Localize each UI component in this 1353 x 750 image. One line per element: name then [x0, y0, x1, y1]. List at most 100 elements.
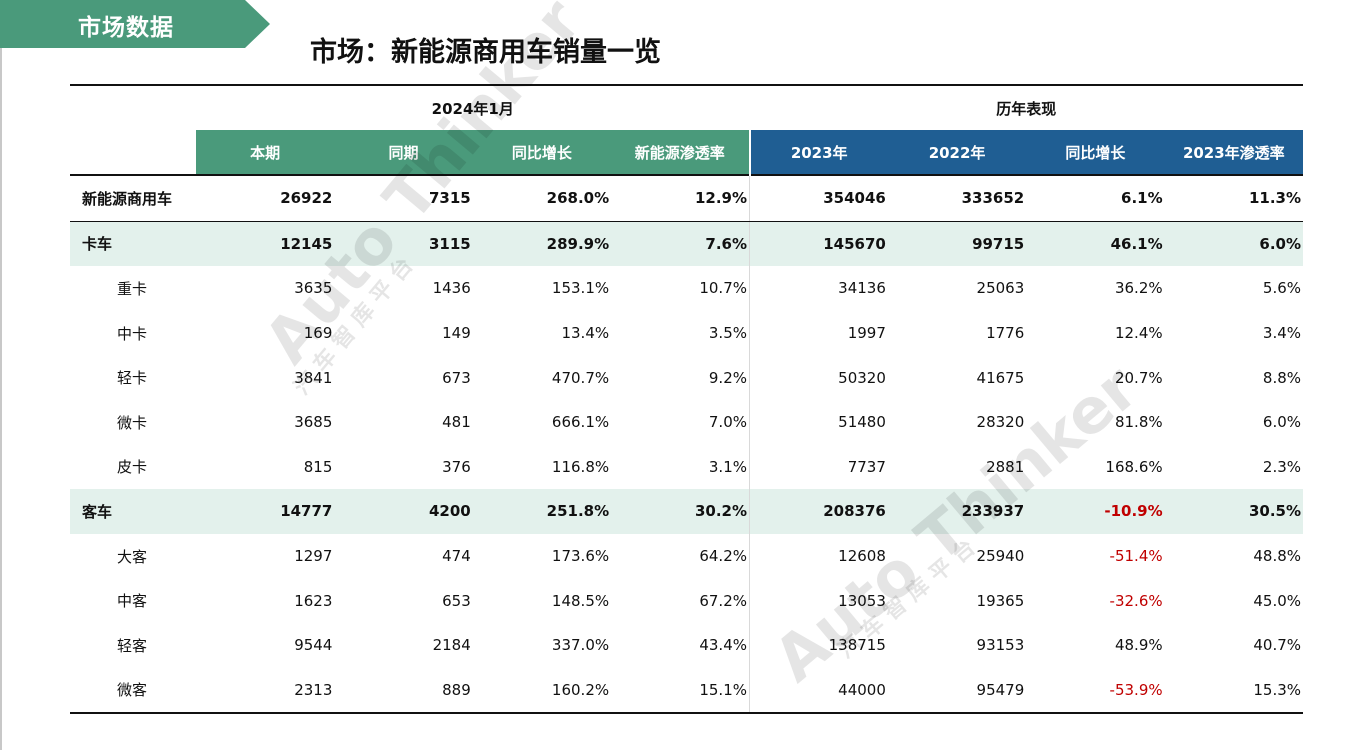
table-cell: 2881: [986, 457, 1025, 476]
table-row: 中卡 169 149 13.4% 3.5% 1997 1776 12.4% 3.4%: [70, 310, 1303, 356]
table-cell: 81.8%: [1114, 413, 1163, 432]
table-cell: 268.0%: [472, 173, 612, 222]
column-header: 同期: [334, 130, 473, 175]
table-cell: 815: [303, 457, 333, 476]
table-cell: -32.6%: [1109, 591, 1163, 610]
table-cell: 3.1%: [708, 457, 747, 476]
table-cell: 12608: [748, 533, 888, 579]
column-header-row: 本期 同期 同比增长 新能源渗透率 2023年 2022年 同比增长 2023年…: [70, 130, 1304, 175]
table-cell: 333652: [887, 173, 1027, 222]
table-cell: 25940: [976, 547, 1025, 566]
section-tab: 市场数据: [0, 0, 270, 48]
table-cell: -10.9%: [1026, 489, 1165, 534]
table-cell: 12145: [196, 221, 335, 267]
table-row: 大客 1297 474 173.6% 64.2% 12608 25940 -51.4% 48.8…: [70, 533, 1303, 579]
table-cell: 1436: [432, 279, 471, 298]
table-row: 中客 1623 653 148.5% 67.2% 13053 19365 -32.6% 45.0…: [70, 578, 1303, 623]
group-header-row: 2024年1月 历年表现: [70, 84, 1304, 130]
table-cell: 13053: [748, 578, 888, 623]
table-cell: -53.9%: [1026, 667, 1165, 715]
table-cell: 28320: [976, 413, 1025, 432]
table-cell: 3.4%: [1262, 324, 1302, 343]
row-label: 重卡: [117, 279, 148, 298]
table-cell: 1297: [294, 547, 333, 566]
column-header-blank: [70, 130, 196, 175]
row-label: 轻卡: [117, 369, 148, 388]
table-cell: 9.2%: [708, 368, 747, 387]
table-cell: 3115: [334, 221, 473, 267]
table-cell: 30.5%: [1164, 489, 1304, 534]
table-cell: 43.4%: [699, 636, 747, 655]
left-border: [0, 0, 2, 750]
table-cell: 10.7%: [699, 279, 747, 298]
table-cell: 15.1%: [611, 667, 750, 715]
table-cell: 11.3%: [1164, 173, 1304, 222]
table-cell: 289.9%: [472, 221, 612, 267]
row-label: 卡车: [70, 221, 196, 267]
page-title: 市场：新能源商用车销量一览: [310, 37, 661, 68]
table-cell: 7737: [748, 444, 888, 490]
table-cell: 30.2%: [611, 489, 750, 534]
table-cell: 149: [442, 324, 471, 343]
row-label: 中卡: [117, 324, 148, 343]
table-row: 客车 14777 4200 251.8% 30.2% 208376 233937 -10.9%…: [70, 489, 1304, 534]
table-cell: 116.8%: [551, 457, 610, 476]
column-header: 新能源渗透率: [611, 130, 750, 175]
row-label: 轻客: [117, 636, 148, 655]
table-cell: 51480: [748, 399, 888, 445]
table-cell: 481: [442, 413, 471, 432]
column-header: 同比增长: [472, 130, 612, 175]
table-cell: 93153: [976, 636, 1025, 655]
table-cell: 44000: [748, 667, 888, 715]
table-cell: 14777: [196, 489, 335, 534]
table-cell: 6.0%: [1164, 221, 1304, 267]
table-cell: 5.6%: [1262, 279, 1302, 298]
table-cell: 251.8%: [472, 489, 612, 534]
table-cell: 3841: [294, 368, 333, 387]
table-cell: 474: [442, 547, 471, 566]
row-label: 微客: [70, 667, 196, 715]
row-label: 中客: [117, 592, 148, 611]
row-label: 客车: [70, 489, 196, 534]
table-cell: 99715: [887, 221, 1027, 267]
row-label: 皮卡: [117, 458, 148, 477]
table-cell: 138715: [748, 622, 888, 668]
table-cell: 25063: [976, 279, 1025, 298]
table-cell: 3.5%: [708, 324, 747, 343]
table-cell: 26922: [196, 173, 335, 222]
table-cell: 50320: [748, 355, 888, 400]
group-header-blank: [70, 84, 196, 130]
row-label: 新能源商用车: [70, 173, 196, 222]
table-cell: 20.7%: [1114, 368, 1163, 387]
table-cell: 8.8%: [1262, 368, 1302, 387]
row-label: 微卡: [117, 413, 148, 432]
table-row: 新能源商用车 26922 7315 268.0% 12.9% 354046 333652 6.…: [70, 173, 1304, 222]
table-cell: 6.0%: [1262, 413, 1302, 432]
table-row: 皮卡 815 376 116.8% 3.1% 7737 2881 168.6% 2.3%: [70, 444, 1303, 490]
table-cell: 48.9%: [1114, 636, 1163, 655]
table-cell: 6.1%: [1026, 173, 1165, 222]
table-row: 微卡 3685 481 666.1% 7.0% 51480 28320 81.8% 6.0%: [70, 399, 1303, 445]
table-cell: 673: [442, 368, 471, 387]
table-cell: 169: [303, 324, 333, 343]
table-cell: 67.2%: [699, 591, 747, 610]
column-header: 2023年: [748, 130, 888, 175]
table-cell: 470.7%: [551, 368, 610, 387]
table-cell: 337.0%: [551, 636, 610, 655]
table-row: 轻卡 3841 673 470.7% 9.2% 50320 41675 20.7% 8.8%: [70, 355, 1303, 400]
table-cell: 889: [334, 667, 473, 715]
column-header: 本期: [196, 130, 335, 175]
table-cell: 2313: [196, 667, 335, 715]
table-cell: 173.6%: [551, 547, 610, 566]
table-cell: 48.8%: [1253, 547, 1302, 566]
table-cell: 208376: [748, 489, 888, 534]
group-header-history: 历年表现: [749, 84, 1304, 130]
table-cell: 168.6%: [1105, 457, 1163, 476]
column-header: 2023年渗透率: [1164, 130, 1304, 175]
table-row: 微客 2313 889 160.2% 15.1% 44000 95479 -53.9% 15.3…: [70, 667, 1304, 715]
table-cell: 666.1%: [551, 413, 610, 432]
table-cell: 9544: [294, 636, 333, 655]
table-cell: 153.1%: [551, 279, 610, 298]
table-cell: 653: [442, 591, 471, 610]
table-cell: 376: [442, 457, 471, 476]
